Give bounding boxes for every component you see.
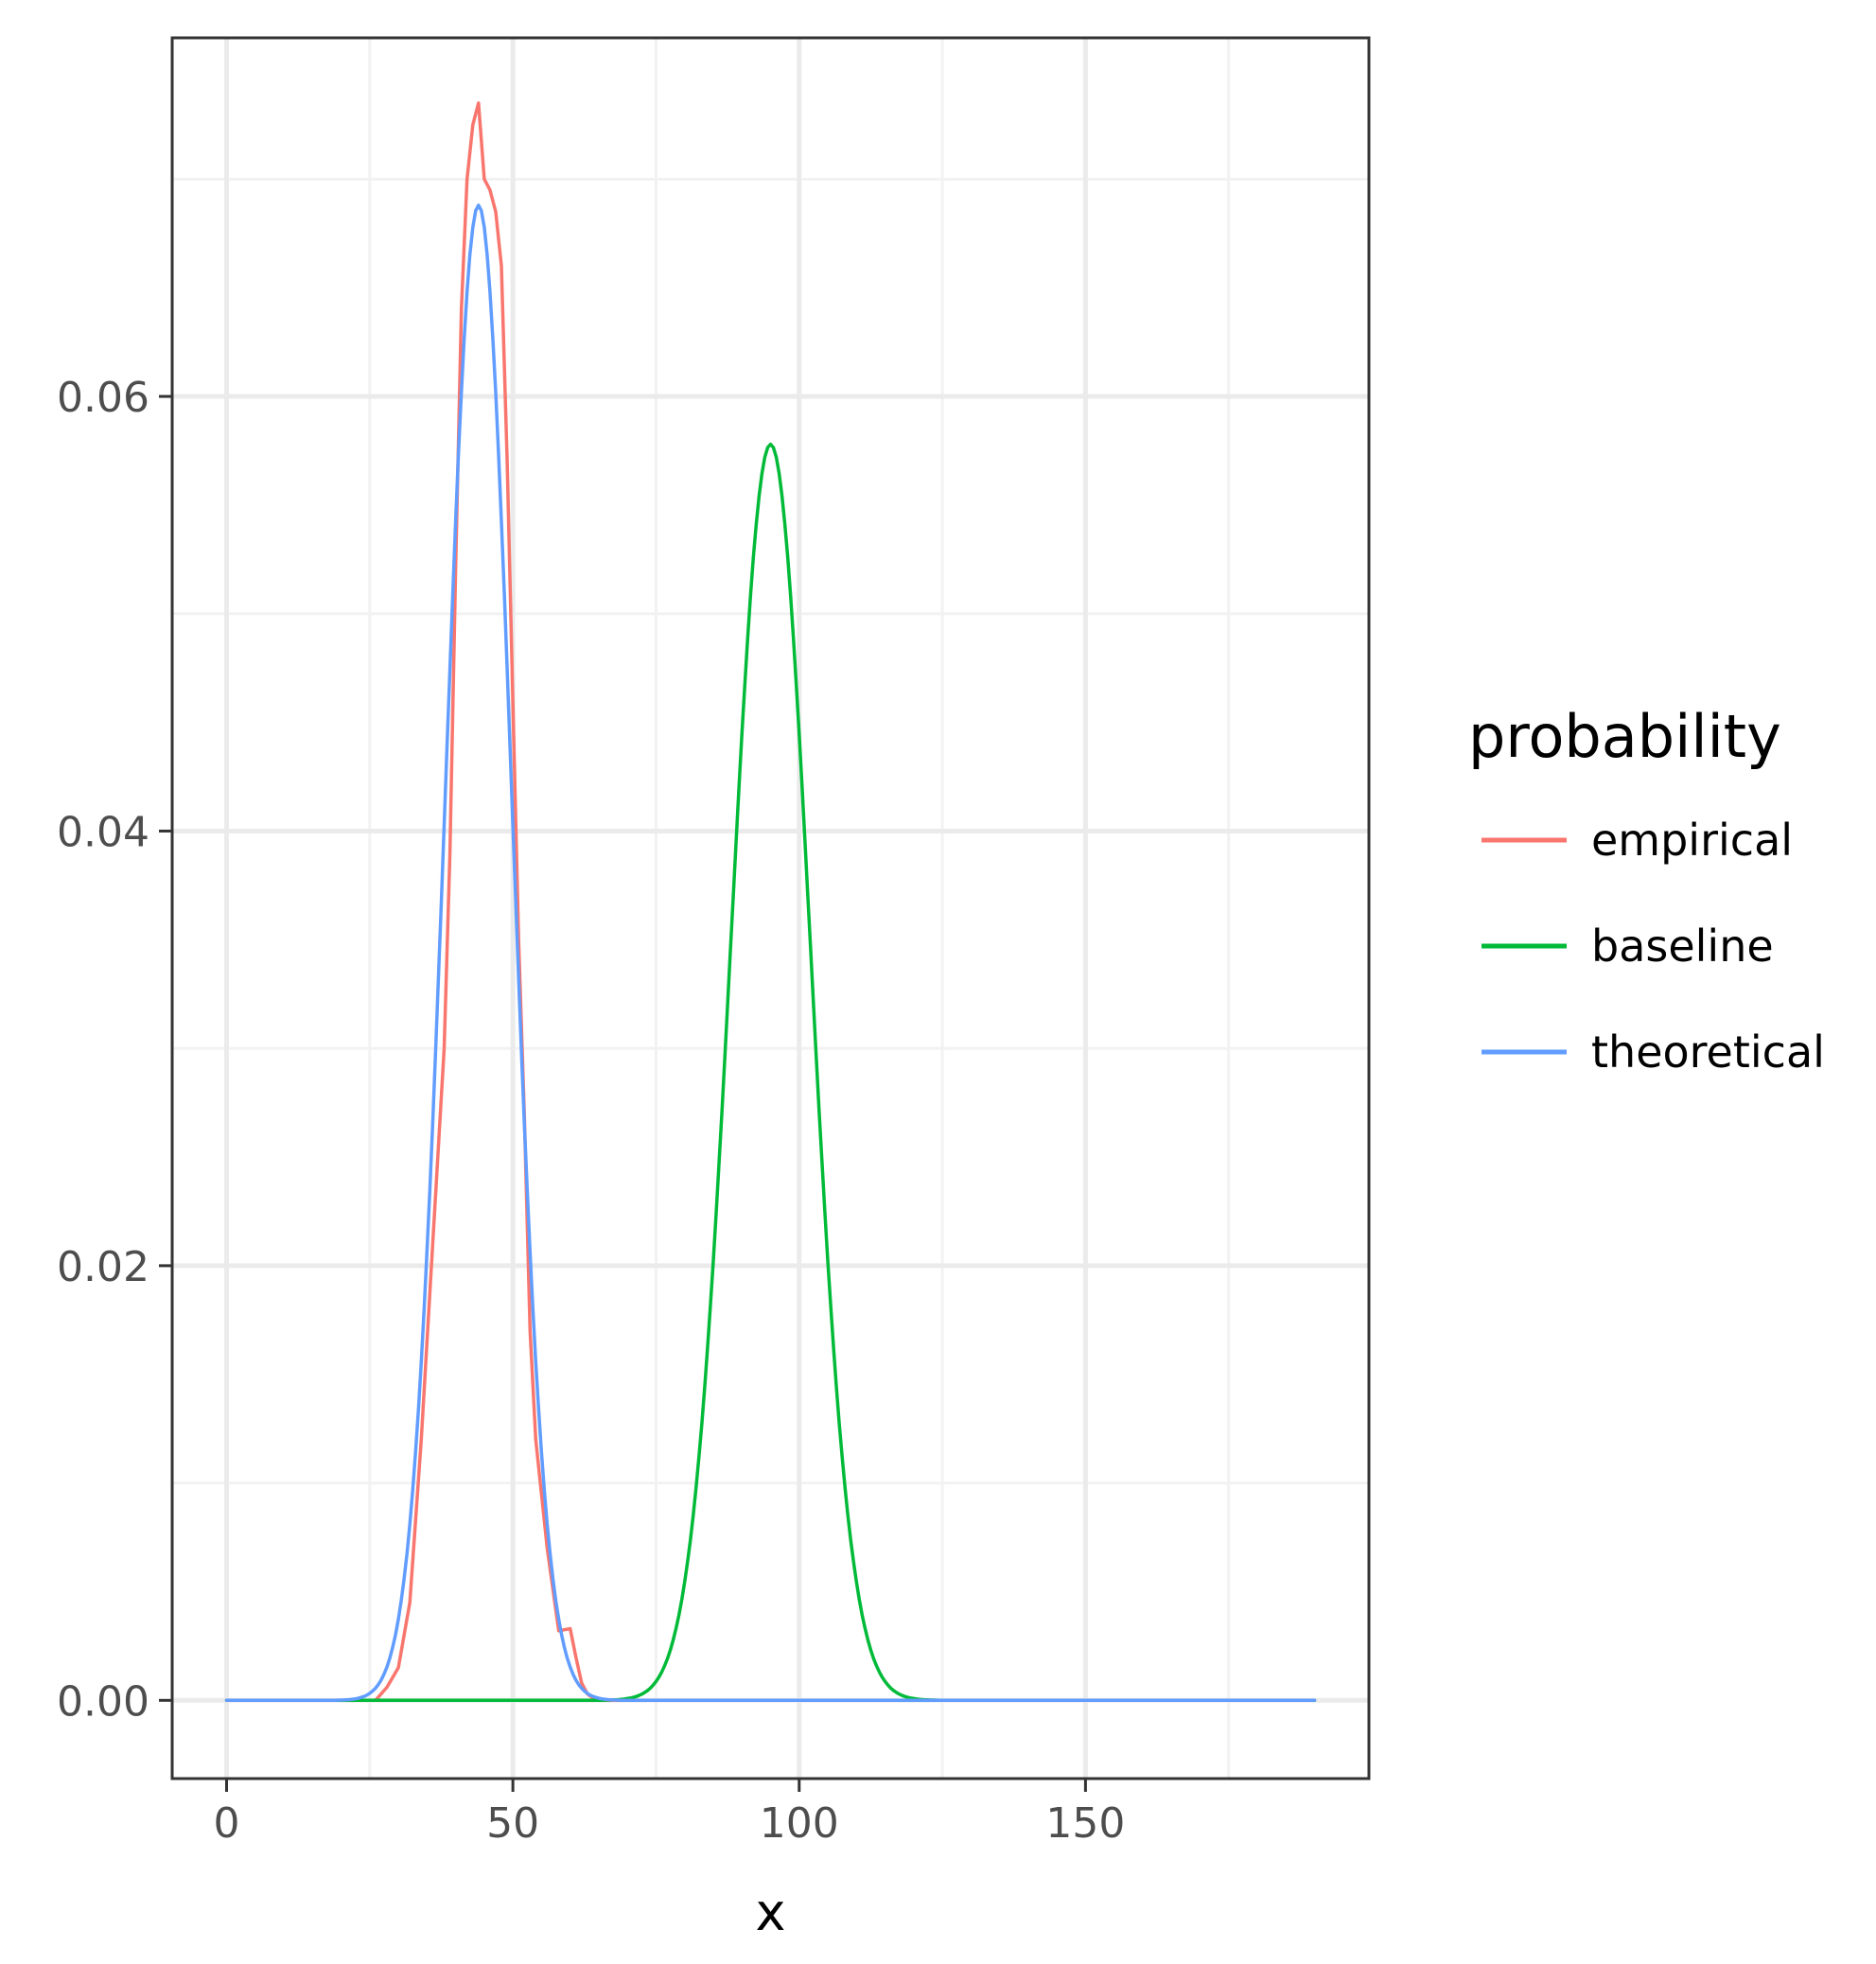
x-tick-label: 150 bbox=[1045, 1799, 1125, 1848]
legend-label-empirical: empirical bbox=[1591, 815, 1793, 866]
y-tick-label: 0.04 bbox=[57, 808, 149, 856]
legend-label-theoretical: theoretical bbox=[1591, 1026, 1825, 1078]
x-tick-label: 100 bbox=[760, 1799, 839, 1848]
series-lines bbox=[224, 101, 1317, 1703]
y-tick-label: 0.00 bbox=[57, 1677, 149, 1726]
x-axis: 0 50 100 150 bbox=[214, 1779, 1125, 1848]
y-axis: 0.00 0.02 0.04 0.06 bbox=[57, 374, 172, 1726]
series-line-theoretical bbox=[224, 203, 1317, 1703]
x-axis-title: x bbox=[756, 1883, 786, 1942]
x-tick-label: 0 bbox=[214, 1799, 240, 1848]
legend: probability empirical baseline theoretical bbox=[1468, 702, 1825, 1078]
minor-gridlines bbox=[172, 38, 1369, 1779]
y-tick-label: 0.02 bbox=[57, 1243, 149, 1291]
panel-border bbox=[170, 36, 1371, 1780]
x-tick-label: 50 bbox=[486, 1799, 539, 1848]
legend-title: probability bbox=[1468, 702, 1781, 771]
y-tick-label: 0.06 bbox=[57, 374, 149, 422]
legend-label-baseline: baseline bbox=[1591, 921, 1774, 972]
